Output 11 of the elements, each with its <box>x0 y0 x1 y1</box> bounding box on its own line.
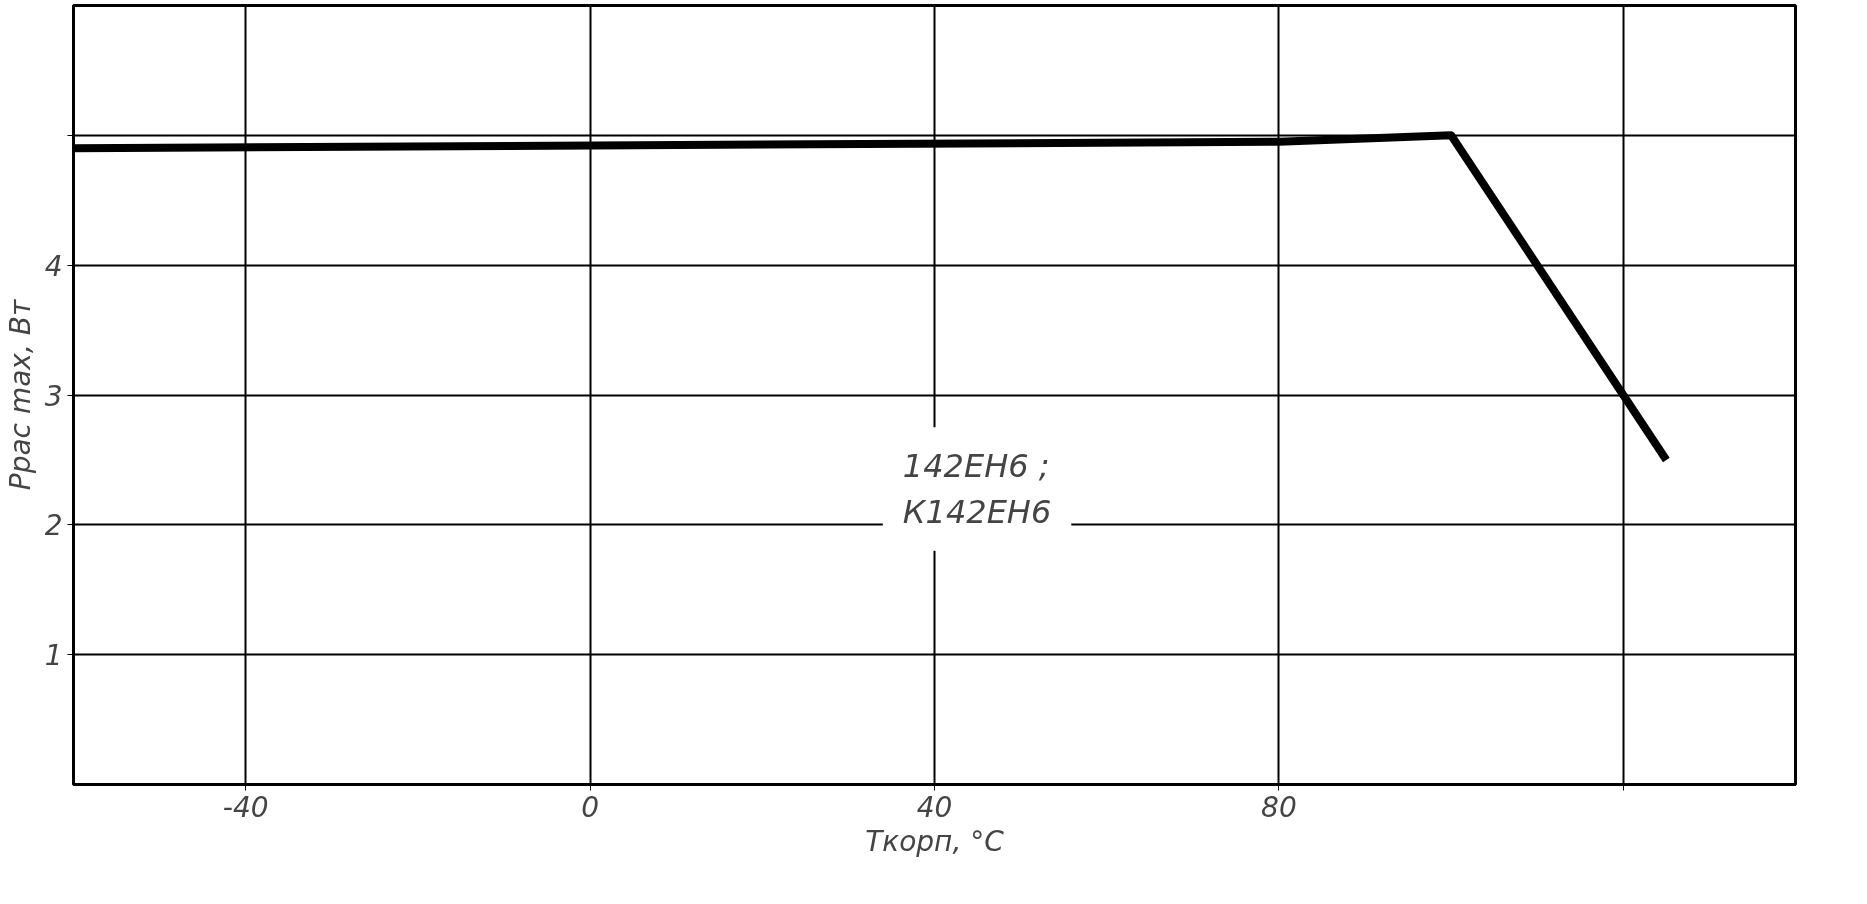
x-tick-label: 80 <box>1261 790 1297 824</box>
x-tick-label: 40 <box>916 790 953 824</box>
x-tick-label: 0 <box>581 790 600 824</box>
y-axis-title: Pрас max, Вт <box>3 299 37 491</box>
annotation: 142ЕН6 ; К142ЕН6 <box>902 447 1052 531</box>
x-tick-label: -40 <box>222 790 269 824</box>
y-tick-label: 1 <box>44 639 63 673</box>
y-tick-label: 4 <box>44 249 63 283</box>
y-tick-label: 3 <box>44 379 63 413</box>
x-axis-title: Tкорп, °C <box>865 824 1005 858</box>
y-tick-label: 2 <box>44 509 63 543</box>
